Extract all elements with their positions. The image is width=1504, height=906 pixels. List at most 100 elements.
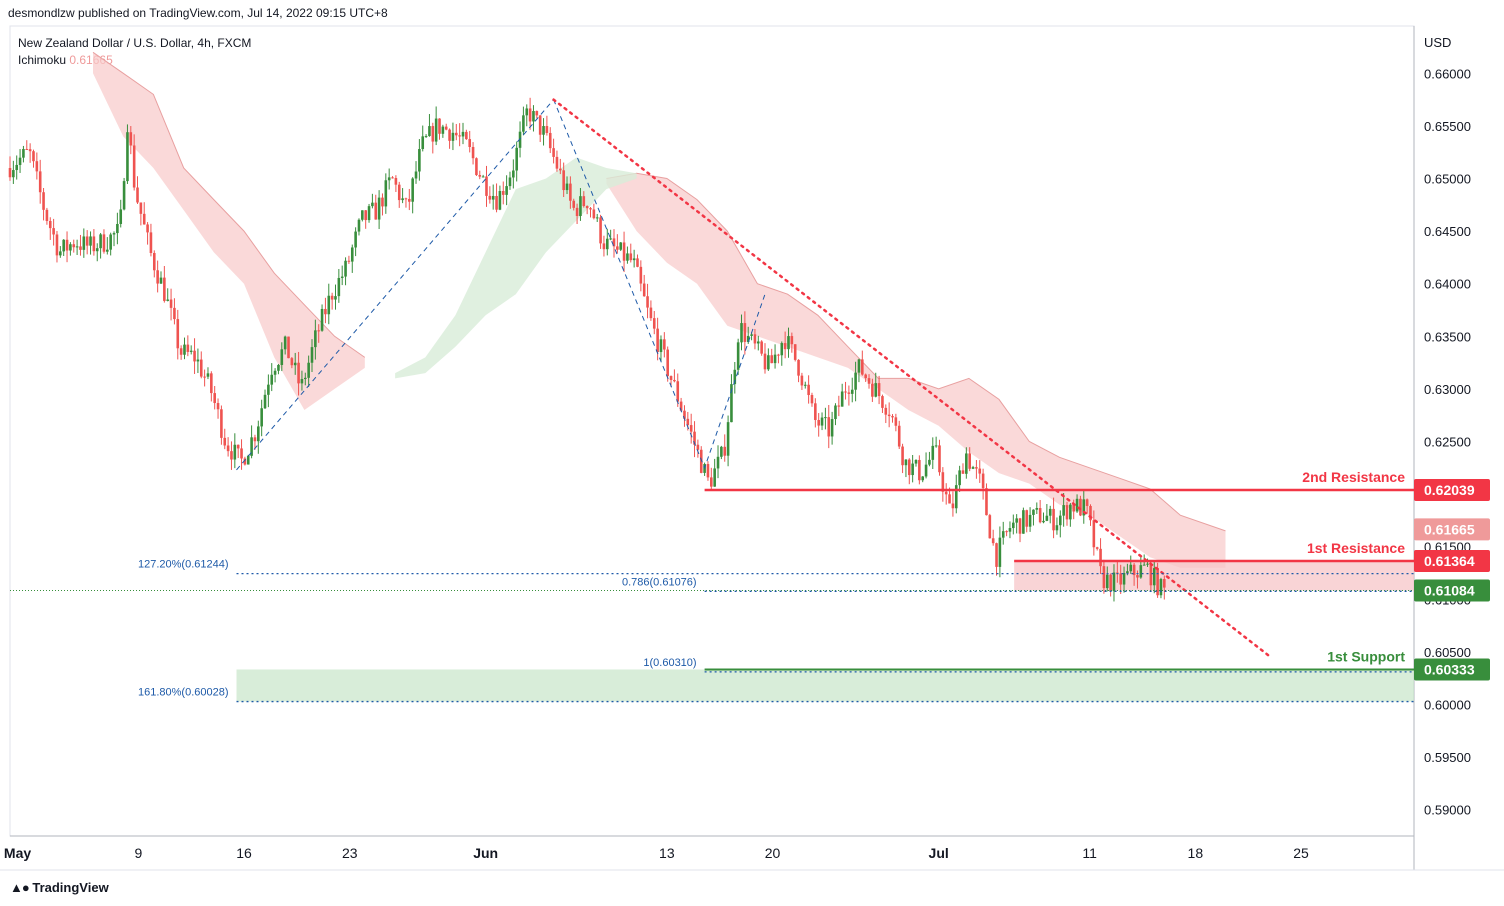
candle-body	[1065, 505, 1069, 520]
candle	[458, 123, 461, 147]
ichimoku-price-badge[interactable]: 0.61665	[1414, 518, 1490, 541]
candle-body	[441, 126, 445, 134]
candle-body	[136, 187, 139, 203]
candle-body	[612, 238, 616, 247]
candle-body	[559, 168, 562, 171]
candle	[871, 378, 874, 402]
candle-body	[1038, 508, 1042, 523]
candle-body	[38, 171, 42, 193]
candle	[793, 344, 797, 362]
tv-logo-icon: ▲●	[10, 880, 30, 895]
candle-body	[408, 198, 411, 202]
candle-body	[887, 414, 891, 417]
candle	[713, 458, 716, 487]
candle-body	[347, 260, 351, 262]
price-tick-label: 0.59000	[1424, 803, 1471, 818]
candle-body	[79, 246, 82, 250]
candle	[116, 212, 119, 245]
candle-body	[216, 403, 220, 410]
candle	[894, 413, 898, 432]
candle	[807, 375, 810, 404]
candle-body	[414, 171, 418, 179]
candle	[1075, 494, 1079, 513]
candle-body	[965, 453, 968, 474]
candle-body	[95, 248, 99, 252]
candle-body	[320, 308, 324, 331]
candle-body	[1008, 528, 1012, 532]
candle	[1012, 514, 1015, 535]
candle-body	[686, 418, 690, 426]
candle	[498, 185, 502, 211]
candle-body	[515, 147, 518, 171]
r2-price-badge[interactable]: 0.62039	[1414, 479, 1490, 502]
candle-body	[344, 260, 347, 277]
candle	[32, 149, 35, 168]
candle	[572, 198, 576, 211]
candle-body	[1025, 510, 1029, 527]
candle-body	[1052, 508, 1055, 531]
candle	[901, 443, 904, 474]
candle	[119, 199, 123, 228]
candle-body	[609, 238, 612, 240]
candle-body	[901, 446, 904, 466]
candle	[62, 239, 65, 256]
candle-body	[206, 373, 210, 377]
candle	[59, 246, 62, 258]
candle-body	[894, 417, 898, 426]
candle-body	[364, 210, 367, 221]
symbol-title[interactable]: New Zealand Dollar / U.S. Dollar, 4h, FX…	[18, 36, 252, 50]
candle-body	[985, 488, 988, 516]
candle-body	[505, 186, 508, 195]
candle	[1048, 505, 1052, 524]
candle-body	[361, 210, 364, 220]
candle-body	[461, 131, 465, 137]
candle	[971, 465, 975, 470]
r1-price-badge[interactable]: 0.61364	[1414, 550, 1490, 573]
candle	[814, 398, 817, 428]
candle	[448, 128, 451, 149]
current-price-badge[interactable]: 0.61084	[1414, 579, 1490, 602]
candle	[1022, 507, 1025, 534]
candle-body	[350, 247, 354, 262]
price-tick-label: 0.63500	[1424, 329, 1471, 344]
candle-body	[42, 192, 45, 210]
candle-body	[525, 108, 529, 116]
candle	[273, 368, 277, 383]
candle-body	[1089, 505, 1092, 521]
candle	[488, 186, 492, 204]
candle	[240, 439, 243, 470]
candle	[129, 126, 133, 155]
candle-body	[82, 236, 86, 250]
candle-body	[756, 341, 760, 344]
candle	[48, 217, 52, 240]
candle	[666, 346, 669, 382]
candle	[139, 202, 143, 226]
candle	[213, 385, 216, 410]
fib-swing-line-1	[236, 99, 554, 471]
candle-body	[475, 158, 478, 176]
candle	[263, 389, 267, 410]
candle	[230, 441, 233, 470]
candle-body	[189, 350, 193, 352]
candle-body	[844, 391, 847, 393]
candle-body	[787, 336, 790, 350]
candle	[223, 428, 227, 450]
candle-body	[897, 425, 901, 447]
candle-body	[280, 349, 284, 365]
candle	[454, 123, 458, 141]
candle	[891, 414, 894, 423]
candle-body	[652, 318, 656, 329]
candle	[642, 274, 646, 297]
candle	[1038, 499, 1042, 524]
s1-price-badge[interactable]: 0.60333	[1414, 658, 1490, 681]
time-tick-label: 25	[1293, 845, 1309, 861]
tradingview-logo[interactable]: ▲● TradingView	[10, 880, 109, 895]
candle	[1095, 546, 1099, 551]
candle	[72, 239, 76, 253]
candle-body	[253, 437, 257, 442]
current-price-badge-text: 0.61084	[1424, 582, 1475, 598]
candle-body	[273, 370, 277, 375]
candle	[753, 329, 757, 350]
candle	[253, 434, 257, 450]
